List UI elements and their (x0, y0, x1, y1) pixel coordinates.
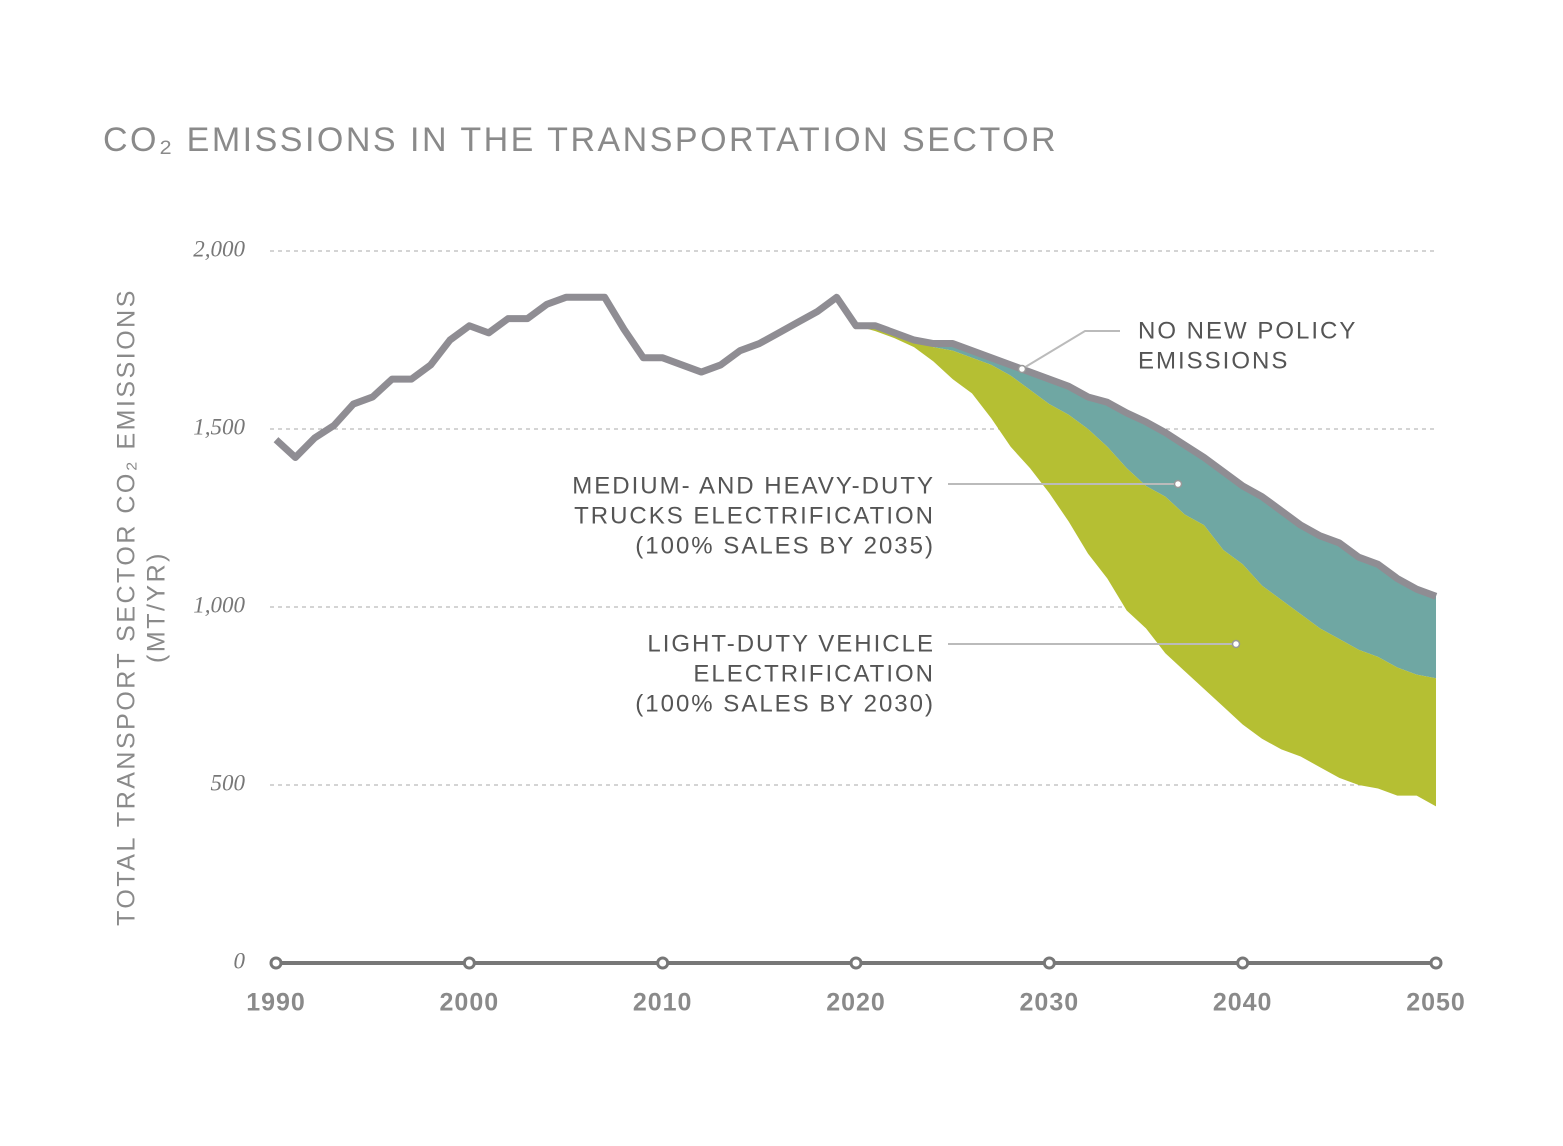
chart-title: CO₂ EMISSIONS IN THE TRANSPORTATION SECT… (103, 121, 1058, 159)
x-tick-label: 2020 (826, 989, 886, 1017)
annotation-leader (1021, 330, 1120, 370)
x-tick-mark (849, 956, 863, 970)
y-tick-label: 1,000 (193, 592, 245, 617)
area-band (856, 325, 1436, 807)
y-tick-label: 0 (234, 948, 246, 973)
legend-label: MEDIUM- AND HEAVY-DUTY (572, 472, 935, 499)
x-tick-mark (269, 956, 283, 970)
legend-label: TRUCKS ELECTRIFICATION (574, 502, 935, 529)
area-band (856, 325, 1436, 679)
legend-label: NO NEW POLICY (1138, 317, 1357, 344)
x-tick-label: 1990 (246, 989, 306, 1017)
y-axis-label-line: TOTAL TRANSPORT SECTOR CO₂ EMISSIONS (113, 288, 141, 926)
x-tick-mark (656, 956, 670, 970)
x-tick-mark (1042, 956, 1056, 970)
legend-label: (100% SALES BY 2030) (635, 690, 935, 717)
x-tick-label: 2000 (440, 989, 500, 1017)
annotation-dot (1173, 479, 1183, 489)
legend-label: ELECTRIFICATION (693, 660, 935, 687)
baseline-line (273, 293, 1438, 600)
y-axis-label-line: (MT/YR) (143, 551, 171, 663)
x-tick-label: 2040 (1213, 989, 1273, 1017)
y-tick-label: 2,000 (193, 236, 245, 261)
legend-label: (100% SALES BY 2035) (635, 532, 935, 559)
legend-label: EMISSIONS (1138, 347, 1289, 374)
x-tick-mark (1429, 956, 1443, 970)
x-tick-mark (1236, 956, 1250, 970)
x-tick-mark (462, 956, 476, 970)
legend-label: LIGHT-DUTY VEHICLE (647, 630, 935, 657)
y-axis-label: TOTAL TRANSPORT SECTOR CO₂ EMISSIONS (MT… (113, 288, 171, 926)
x-tick-label: 2010 (633, 989, 693, 1017)
x-tick-label: 2030 (1020, 989, 1080, 1017)
x-tick-label: 2050 (1406, 989, 1466, 1017)
y-tick-label: 1,500 (193, 414, 245, 439)
annotation-dot (1017, 364, 1027, 374)
y-tick-label: 500 (211, 770, 246, 795)
annotation-dot (1231, 639, 1241, 649)
